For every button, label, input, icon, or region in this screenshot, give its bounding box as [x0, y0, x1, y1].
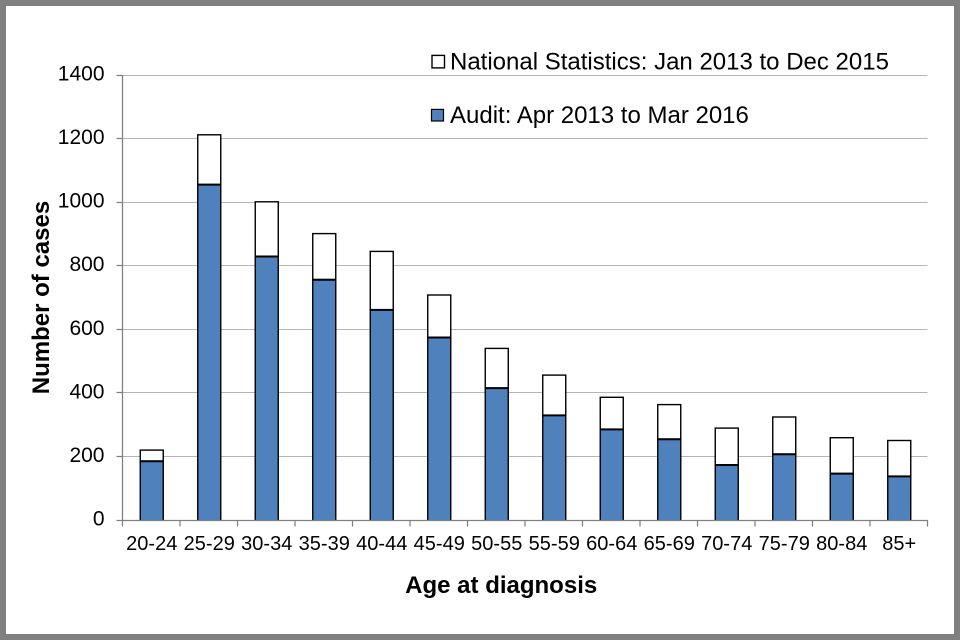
svg-text:75-79: 75-79: [759, 533, 810, 555]
svg-text:45-49: 45-49: [414, 533, 465, 555]
svg-text:25-29: 25-29: [184, 533, 235, 555]
svg-text:800: 800: [69, 253, 104, 276]
svg-text:National Statistics: Jan 2013: National Statistics: Jan 2013 to Dec 201…: [450, 49, 889, 76]
svg-text:65-69: 65-69: [644, 533, 695, 555]
svg-text:600: 600: [69, 317, 104, 340]
svg-text:1000: 1000: [58, 190, 105, 213]
svg-text:60-64: 60-64: [586, 533, 637, 555]
svg-text:Audit: Apr 2013 to Mar 2016: Audit: Apr 2013 to Mar 2016: [450, 102, 749, 129]
svg-text:80-84: 80-84: [816, 533, 867, 555]
svg-text:0: 0: [93, 508, 105, 531]
svg-text:200: 200: [69, 444, 104, 467]
svg-text:50-55: 50-55: [471, 533, 522, 555]
svg-text:70-74: 70-74: [701, 533, 752, 555]
svg-text:Number of cases: Number of cases: [28, 201, 55, 394]
svg-text:85+: 85+: [882, 533, 916, 555]
svg-text:55-59: 55-59: [529, 533, 580, 555]
svg-text:Age at diagnosis: Age at diagnosis: [405, 572, 597, 599]
svg-text:40-44: 40-44: [356, 533, 407, 555]
svg-text:30-34: 30-34: [241, 533, 292, 555]
svg-text:400: 400: [69, 380, 104, 403]
svg-text:1400: 1400: [58, 63, 105, 86]
svg-text:35-39: 35-39: [299, 533, 350, 555]
svg-text:20-24: 20-24: [126, 533, 177, 555]
svg-text:1200: 1200: [58, 126, 105, 149]
